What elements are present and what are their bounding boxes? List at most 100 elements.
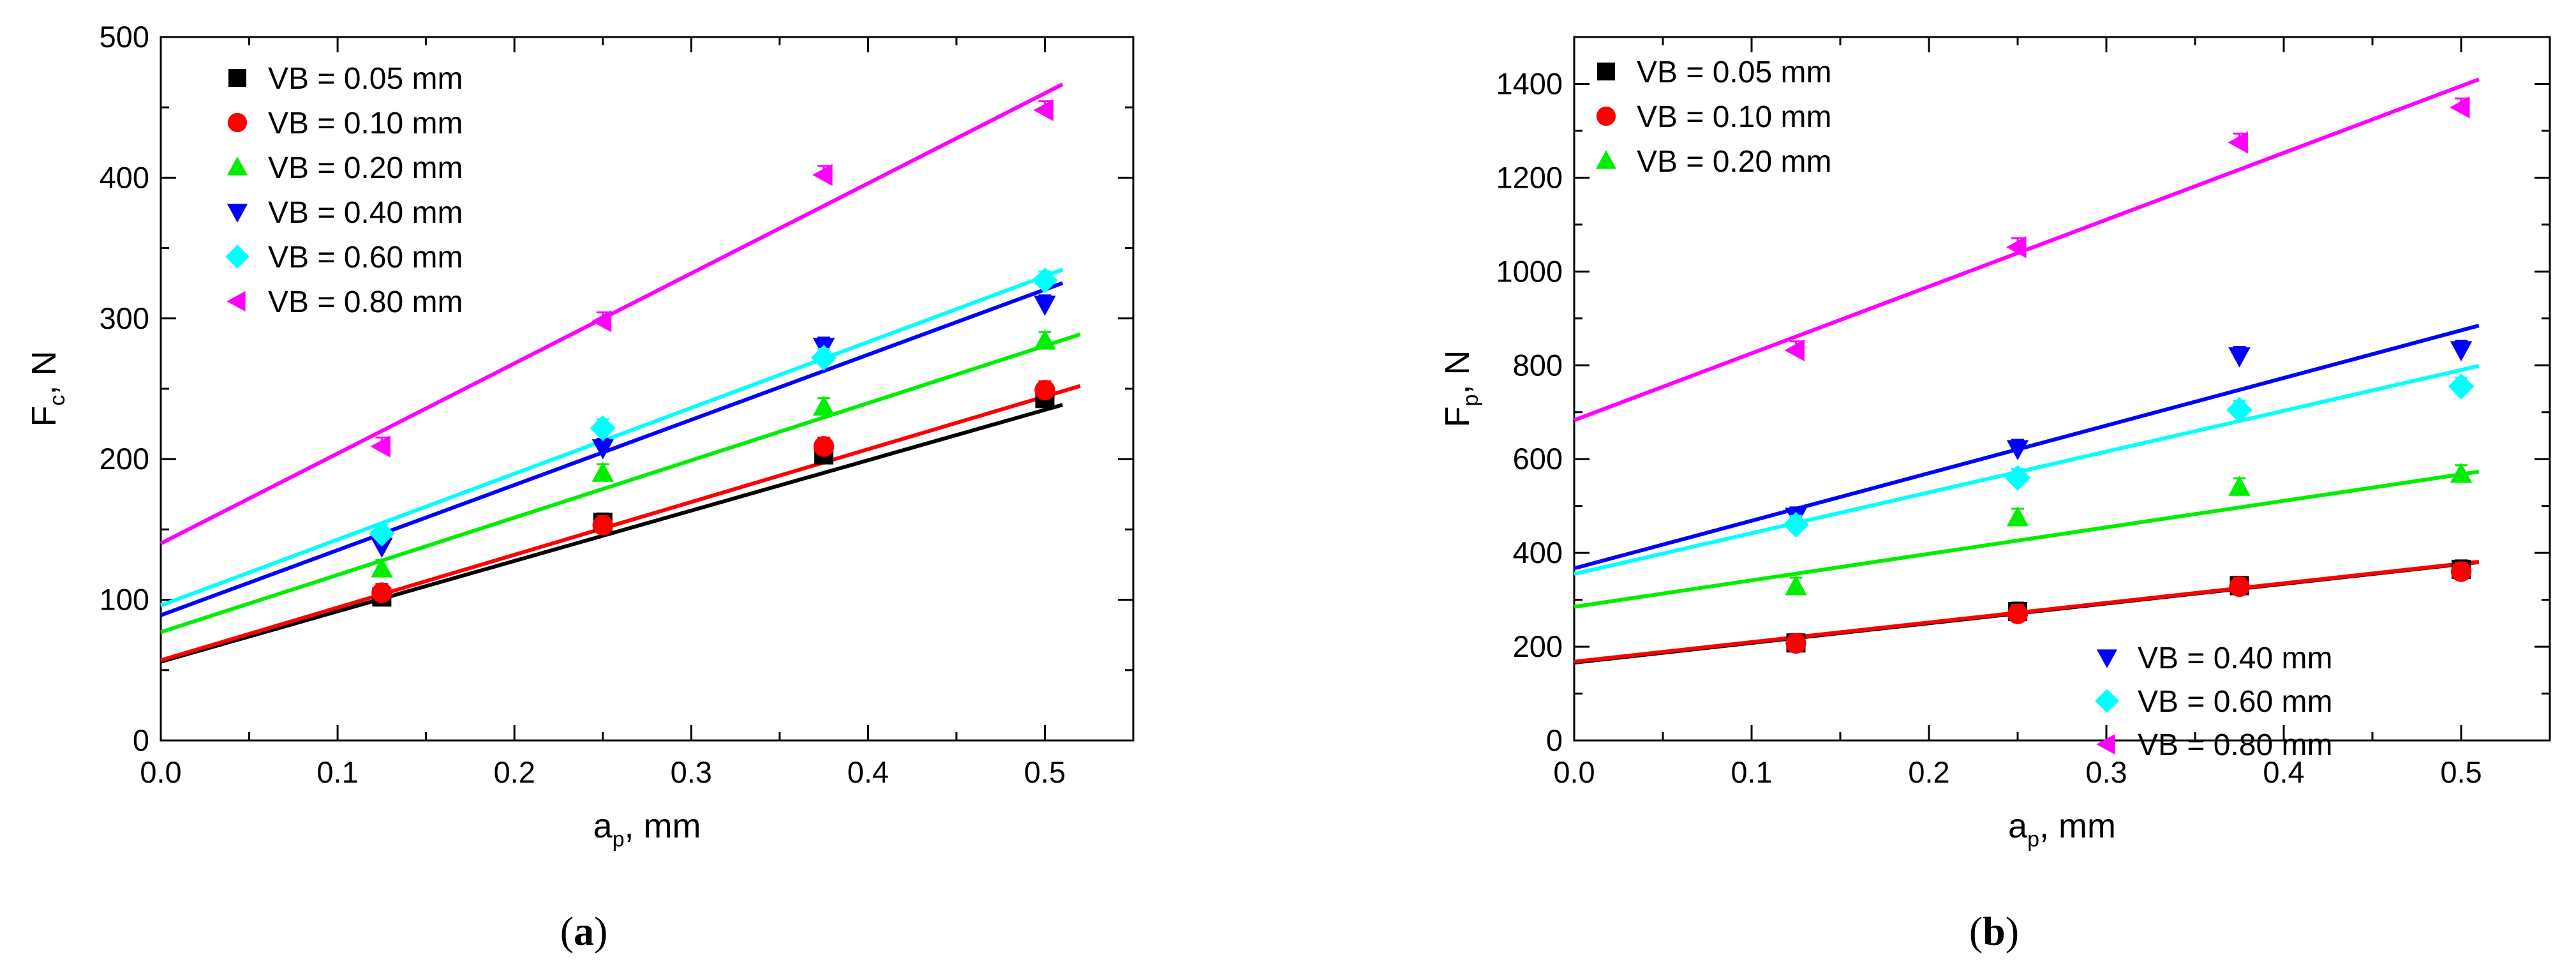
y-axis-title-subscript: c: [45, 395, 70, 406]
data-point: [2228, 476, 2251, 496]
y-tick-label: 600: [1513, 442, 1563, 476]
data-point: [370, 435, 391, 458]
fit-line: [1574, 364, 2480, 576]
legend-marker: [1596, 106, 1616, 126]
y-tick-label: 1200: [1496, 160, 1563, 194]
legend-label: VB = 0.80 mm: [268, 285, 463, 319]
data-point: [2228, 131, 2248, 154]
data-point: [1032, 267, 1058, 294]
y-axis-title-subscript: p: [1459, 394, 1483, 407]
legend-marker: [227, 156, 248, 176]
legend-marker: [1595, 150, 1617, 169]
x-tick-label: 0.2: [494, 755, 535, 789]
data-point: [1783, 511, 1809, 538]
panel-label-close: ): [594, 908, 607, 954]
fit-line: [1573, 77, 2480, 423]
legend-marker: [228, 69, 246, 87]
data-point: [1784, 339, 1805, 362]
panel-label-open: (: [560, 908, 574, 954]
legend-label: VB = 0.10 mm: [268, 107, 463, 140]
fit-line: [160, 267, 1064, 608]
data-point: [2450, 96, 2470, 119]
y-tick-label: 400: [100, 160, 149, 194]
legend-label: VB = 0.20 mm: [1637, 145, 1831, 179]
panel-label-letter: b: [1983, 908, 2006, 954]
y-tick-label: 100: [100, 583, 149, 617]
x-axis-title-subscript: p: [2027, 827, 2039, 852]
legend-marker: [227, 204, 248, 223]
panel-label-close: ): [2006, 908, 2019, 954]
data-point: [2006, 506, 2029, 527]
y-tick-label: 0: [133, 723, 149, 757]
x-tick-label: 0.4: [2263, 755, 2304, 789]
data-point: [2006, 236, 2027, 259]
x-tick-label: 0.4: [847, 755, 889, 789]
y-tick-label: 0: [1546, 723, 1563, 757]
y-axis-title: Fp, N: [1438, 350, 1483, 428]
y-axis-title-unit: , N: [25, 350, 63, 394]
legend-label: VB = 0.80 mm: [2138, 728, 2332, 762]
chart-panel-b: 0.0 0.1 0.2 0.3 0.4 0.5 0 200 400 600 800 1000 1200 1…: [1438, 36, 2551, 954]
y-axis-title-unit: , N: [1438, 350, 1477, 394]
y-axis-title: Fc, N: [25, 350, 70, 426]
y-axis-title-main: F: [25, 406, 63, 427]
x-axis-title: ap, mm: [593, 807, 701, 852]
data-point: [371, 582, 392, 603]
x-axis-title: ap, mm: [2008, 807, 2116, 852]
data-point: [369, 520, 395, 547]
data-point: [2450, 462, 2473, 483]
x-tick-label: 0.3: [671, 755, 712, 789]
legend-marker: [227, 112, 248, 133]
x-axis-title-unit: , mm: [2039, 807, 2116, 845]
fit-line: [1574, 324, 2480, 571]
legend-label: VB = 0.10 mm: [1637, 100, 1831, 134]
data-point: [813, 436, 835, 457]
fit-line: [160, 384, 1081, 663]
x-tick-label: 0.1: [316, 755, 358, 789]
data-point: [2007, 603, 2029, 624]
data-point: [592, 462, 614, 482]
data-point: [2006, 440, 2029, 461]
data-point: [2450, 561, 2472, 582]
y-tick-label: 500: [100, 20, 149, 54]
legend-marker: [225, 244, 249, 269]
y-tick-label: 1400: [1496, 66, 1563, 100]
data-point: [812, 395, 835, 416]
data-point: [1785, 575, 1807, 596]
x-tick-label: 0.0: [1553, 755, 1595, 789]
x-tick-label: 0.3: [2085, 755, 2127, 789]
legend-label: VB = 0.40 mm: [268, 196, 463, 230]
y-axis-title-main: F: [1438, 406, 1477, 427]
data-point: [2228, 347, 2251, 368]
data-point: [2448, 373, 2475, 400]
legend-label: VB = 0.05 mm: [268, 62, 463, 96]
x-tick-label: 0.5: [1024, 755, 1066, 789]
legend-label: VB = 0.40 mm: [2138, 642, 2332, 675]
data-point: [2450, 341, 2473, 362]
panel-label-open: (: [1969, 908, 1983, 954]
x-tick-label: 0.2: [1908, 755, 1949, 789]
legend-label: VB = 0.60 mm: [268, 241, 463, 274]
legend-marker: [2096, 733, 2115, 755]
x-tick-label: 0.5: [2440, 755, 2482, 789]
legend-marker: [1597, 63, 1615, 80]
data-point: [591, 310, 612, 333]
data-point: [1034, 380, 1055, 401]
legend-label: VB = 0.60 mm: [2138, 685, 2332, 719]
plot-frame: [1573, 36, 2551, 742]
legend-label: VB = 0.05 mm: [1637, 56, 1831, 89]
legend-marker: [2096, 649, 2118, 668]
x-axis-title-main: a: [593, 807, 613, 845]
data-point: [1033, 99, 1053, 121]
fit-line: [160, 281, 1064, 617]
data-point: [810, 345, 837, 371]
data-point: [2004, 465, 2031, 491]
y-tick-label: 200: [1513, 629, 1563, 663]
data-point: [2226, 396, 2252, 423]
fit-line: [160, 332, 1081, 635]
y-tick-label: 200: [100, 442, 149, 476]
fit-line: [1574, 469, 2480, 609]
x-axis-title-main: a: [2008, 807, 2028, 845]
legend-marker: [2095, 689, 2119, 713]
